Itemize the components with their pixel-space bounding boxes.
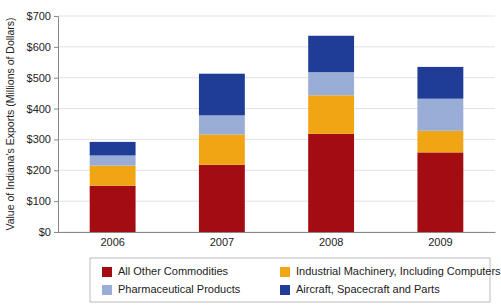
grid-line <box>58 46 495 47</box>
bar-segment <box>90 166 136 186</box>
y-tick: $600 <box>27 41 58 53</box>
bar-segment <box>417 131 463 153</box>
legend-swatch <box>280 267 290 277</box>
bar-segment <box>417 67 463 99</box>
y-tick: $100 <box>27 195 58 207</box>
legend-item: Pharmaceutical Products <box>102 283 241 295</box>
y-tick-label: $100 <box>27 195 51 207</box>
y-axis-title: Value of Indiana's Exports (Millions of … <box>4 17 16 230</box>
series <box>90 95 464 185</box>
bar-segment <box>199 165 245 232</box>
series <box>90 36 464 156</box>
y-tick-label: $200 <box>27 164 51 176</box>
y-tick: $0 <box>39 226 58 238</box>
legend-label: Pharmaceutical Products <box>118 283 241 295</box>
y-tick-mark <box>54 78 58 79</box>
legend-swatch <box>102 285 112 295</box>
bar-segment <box>308 134 354 232</box>
x-tick: 2008 <box>319 236 343 248</box>
series <box>90 72 464 165</box>
x-axis-line <box>59 232 496 233</box>
legend-item: Industrial Machinery, Including Computer… <box>280 265 501 277</box>
y-tick: $400 <box>27 103 58 115</box>
bars <box>90 36 464 232</box>
grid <box>58 16 495 232</box>
x-tick: 2006 <box>100 236 124 248</box>
x-tick: 2009 <box>428 236 452 248</box>
y-tick-label: $500 <box>27 72 51 84</box>
legend: All Other Commodities Industrial Machiner… <box>90 258 501 302</box>
bar-segment <box>199 134 245 164</box>
y-tick-mark <box>54 16 58 17</box>
y-tick-label: $400 <box>27 103 51 115</box>
bar-segment <box>308 36 354 72</box>
bar-segment <box>90 186 136 232</box>
y-tick-mark <box>54 201 58 202</box>
y-tick: $200 <box>27 164 58 176</box>
series <box>90 134 464 232</box>
legend-label: All Other Commodities <box>118 265 229 277</box>
legend-item: All Other Commodities <box>102 265 229 277</box>
legend-swatch <box>102 267 112 277</box>
legend-label: Industrial Machinery, Including Computer… <box>296 265 501 277</box>
y-tick-mark <box>54 109 58 110</box>
y-tick-label: $600 <box>27 41 51 53</box>
y-tick-mark <box>54 232 58 233</box>
y-tick: $500 <box>27 72 58 84</box>
x-axis: 2006 2007 2008 2009 <box>59 233 496 248</box>
y-tick-mark <box>54 47 58 48</box>
y-tick-label: $300 <box>27 133 51 145</box>
bar-segment <box>90 142 136 156</box>
grid-line <box>58 16 495 17</box>
bar-segment <box>417 152 463 232</box>
bar-segment <box>90 155 136 165</box>
legend-item: Aircraft, Spacecraft and Parts <box>280 283 440 295</box>
y-tick-label: $700 <box>27 10 51 22</box>
y-axis: $0 $100 $200 $300 $400 $500 $600 $700 <box>27 10 59 238</box>
x-tick-label: 2008 <box>319 236 343 248</box>
plot: $0$100$200$300$400$500$600$7002006200720… <box>27 10 496 248</box>
bar-segment <box>308 72 354 95</box>
legend-label: Aircraft, Spacecraft and Parts <box>296 283 440 295</box>
y-tick: $300 <box>27 133 58 145</box>
x-tick: 2007 <box>210 236 234 248</box>
y-tick-mark <box>54 170 58 171</box>
chart: $0$100$200$300$400$500$600$7002006200720… <box>0 0 501 307</box>
bar-segment <box>417 99 463 131</box>
x-tick-label: 2007 <box>210 236 234 248</box>
y-tick-mark <box>54 139 58 140</box>
y-tick-label: $0 <box>39 226 51 238</box>
bar-segment <box>308 95 354 134</box>
bar-segment <box>199 74 245 116</box>
legend-swatch <box>280 285 290 295</box>
bar-segment <box>199 115 245 134</box>
x-tick-label: 2009 <box>428 236 452 248</box>
y-tick: $700 <box>27 10 58 22</box>
y-axis-line <box>54 17 59 233</box>
x-tick-label: 2006 <box>100 236 124 248</box>
